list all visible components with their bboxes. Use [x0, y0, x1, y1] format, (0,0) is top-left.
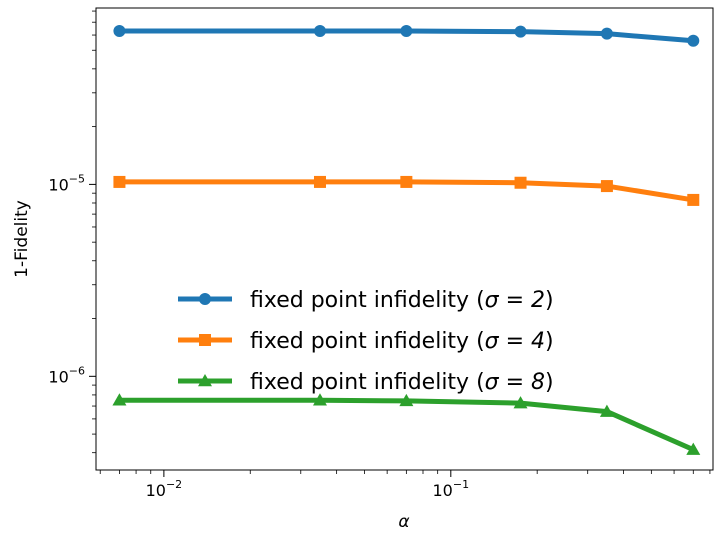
plot-frame: [95, 7, 714, 471]
x-axis-ticks: 10−2 10−1: [99, 470, 711, 500]
y-axis-label: 1-Fidelity: [12, 200, 32, 278]
y-axis-ticks: 10−6 10−5: [48, 10, 96, 454]
data-point: [600, 180, 613, 193]
data-point: [113, 24, 126, 37]
series-2: [113, 175, 700, 206]
data-point: [112, 393, 127, 406]
plot-area: [96, 8, 713, 470]
data-point: [312, 393, 327, 406]
series-3: [112, 393, 701, 455]
legend-marker: [199, 334, 211, 346]
legend-label: fixed point infidelity (σ = 4): [250, 329, 554, 354]
legend-label: fixed point infidelity (σ = 8): [250, 370, 554, 395]
x-tick-label: 10−1: [433, 478, 470, 500]
series-1: [113, 24, 700, 47]
data-point: [686, 442, 701, 455]
x-tick-label: 10−2: [146, 478, 183, 500]
data-point: [513, 396, 528, 409]
data-point: [514, 176, 527, 189]
data-point: [113, 175, 126, 188]
y-tick-label: 10−5: [48, 172, 85, 194]
legend-marker: [198, 374, 212, 387]
data-point: [313, 175, 326, 188]
x-axis-label: α: [398, 512, 409, 532]
data-point: [399, 393, 414, 407]
series-layer: [112, 24, 701, 455]
series-line: [116, 179, 696, 203]
legend: fixed point infidelity (σ = 2) fixed poin…: [178, 288, 554, 395]
data-point: [687, 193, 700, 206]
data-point: [313, 24, 326, 37]
data-point: [599, 404, 614, 417]
series-line: [116, 397, 696, 453]
legend-item: fixed point infidelity (σ = 8): [178, 370, 554, 395]
data-point: [400, 24, 413, 37]
series-line: [116, 28, 696, 44]
legend-item: fixed point infidelity (σ = 2): [178, 288, 554, 313]
data-point: [514, 25, 527, 38]
data-point: [600, 27, 613, 40]
legend-item: fixed point infidelity (σ = 4): [178, 329, 554, 354]
data-point: [687, 34, 700, 47]
data-point: [400, 175, 413, 188]
legend-label: fixed point infidelity (σ = 2): [250, 288, 554, 313]
legend-marker: [199, 293, 211, 305]
y-tick-label: 10−6: [48, 364, 85, 386]
